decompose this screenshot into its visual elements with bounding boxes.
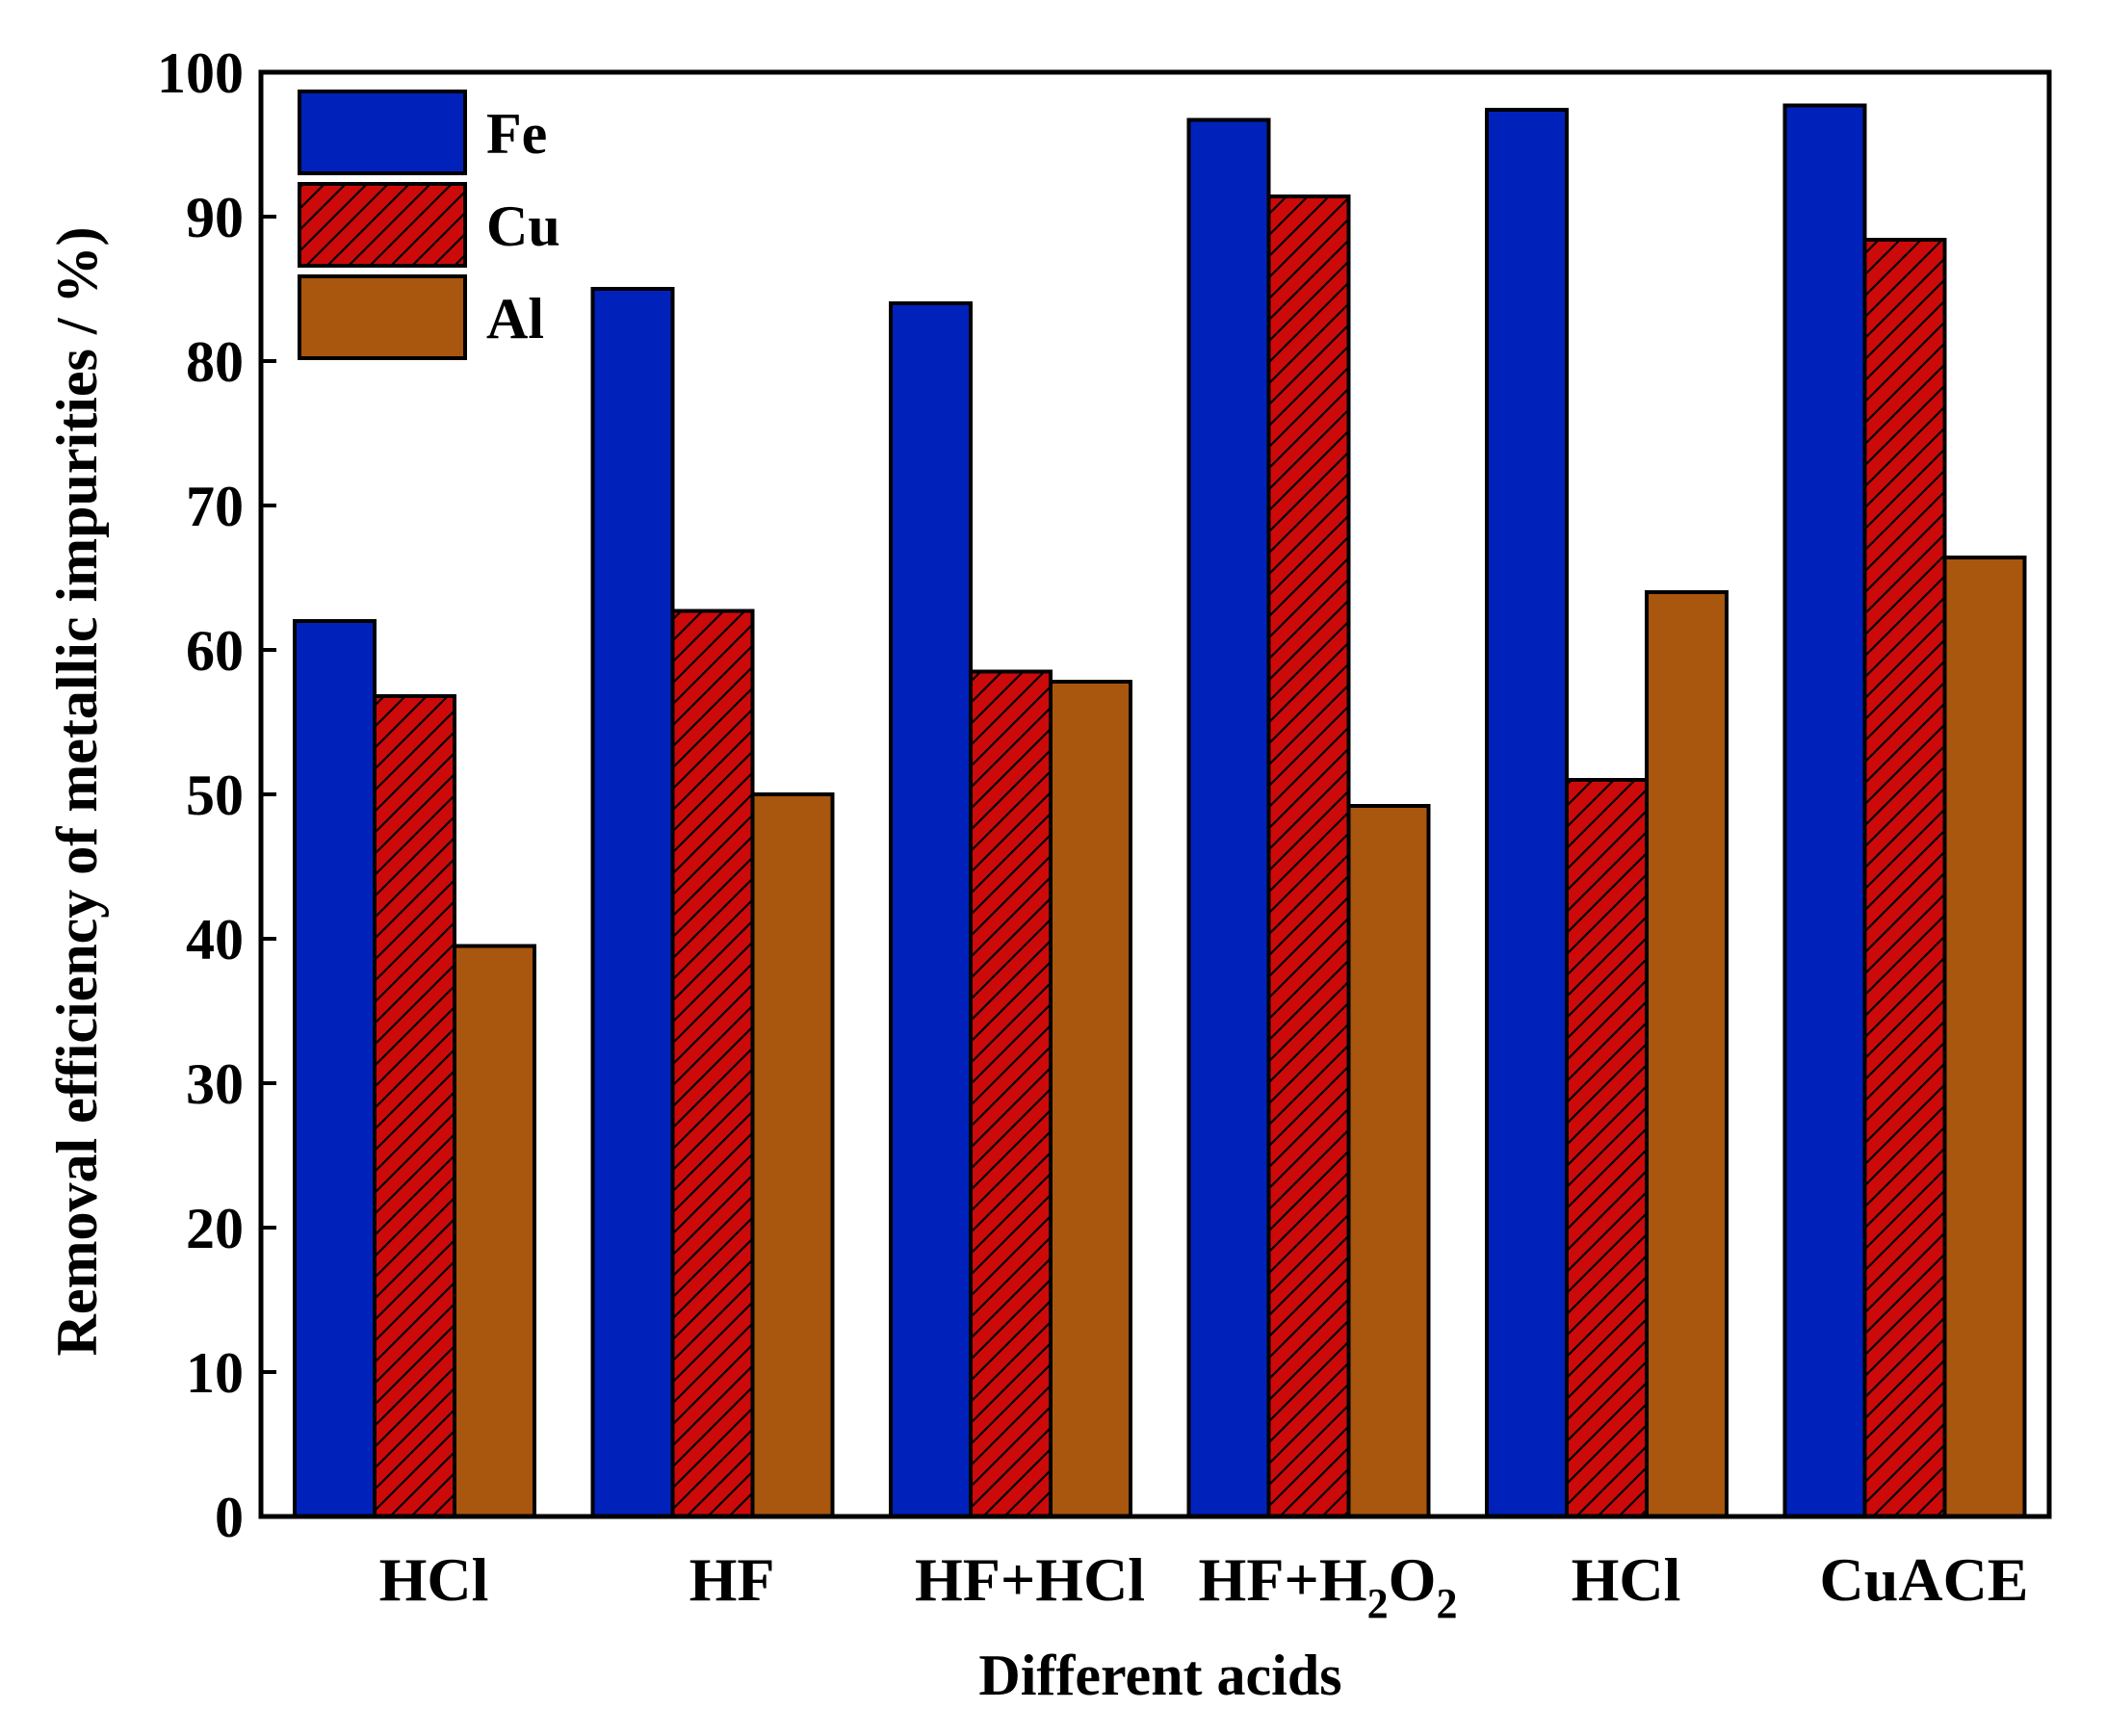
y-axis: 0 10 20 30 40 50 60 70 80 90 100 xyxy=(157,41,276,1549)
y-tick-label: 60 xyxy=(186,619,244,683)
category-label: HCl xyxy=(379,1545,489,1614)
bar-cu xyxy=(670,609,755,1518)
bar-al xyxy=(1645,590,1729,1518)
bar-fe xyxy=(1485,108,1569,1518)
bar-fe xyxy=(590,287,675,1518)
x-axis-title: Different acids xyxy=(978,1644,1341,1707)
bar-fe xyxy=(293,619,377,1518)
y-tick-label: 90 xyxy=(186,186,244,249)
y-tick-label: 50 xyxy=(186,764,244,827)
legend-label: Cu xyxy=(486,194,560,258)
y-tick-label: 0 xyxy=(215,1486,244,1549)
category-label: CuACE xyxy=(1820,1545,2029,1614)
bar-layer xyxy=(293,103,2027,1518)
bar-cu xyxy=(1565,778,1649,1518)
bar-al xyxy=(453,944,536,1518)
y-tick-label: 100 xyxy=(157,41,244,105)
category-label: HF xyxy=(689,1545,775,1614)
bar-cu xyxy=(373,694,456,1518)
bar-fe xyxy=(1782,103,1867,1518)
category-label: HF+HCl xyxy=(915,1545,1145,1614)
plot-frame xyxy=(258,69,2052,1519)
y-tick-label: 20 xyxy=(186,1197,244,1260)
bar-al xyxy=(1049,680,1132,1518)
bar-fe xyxy=(1186,117,1271,1518)
y-tick-label: 10 xyxy=(186,1341,244,1405)
category-label: HCl xyxy=(1572,1545,1681,1614)
bar-cu xyxy=(1862,238,1947,1518)
bar-al xyxy=(1942,556,2027,1518)
bar-fe xyxy=(889,301,973,1518)
y-axis-title: Removal efficiency of metallic impuritie… xyxy=(45,227,109,1357)
legend-label: Fe xyxy=(486,102,547,166)
bar-cu xyxy=(1266,194,1351,1518)
legend-swatch-fe xyxy=(298,90,467,175)
y-tick-label: 80 xyxy=(186,330,244,394)
y-tick-label: 30 xyxy=(186,1052,244,1116)
legend-swatch-cu xyxy=(298,182,467,268)
y-tick-label: 40 xyxy=(186,908,244,972)
legend: Fe Cu Al xyxy=(298,90,560,360)
bar-al xyxy=(1346,804,1431,1518)
bar-al xyxy=(750,792,835,1518)
legend-label: Al xyxy=(486,287,544,350)
category-label: HF+H2O2 xyxy=(1199,1545,1458,1627)
bar-cu xyxy=(969,669,1053,1518)
legend-swatch-al xyxy=(298,274,467,360)
x-axis-labels: HCl HF HF+HCl HF+H2O2 HCl CuACE xyxy=(379,1545,2029,1627)
y-tick-label: 70 xyxy=(186,475,244,538)
